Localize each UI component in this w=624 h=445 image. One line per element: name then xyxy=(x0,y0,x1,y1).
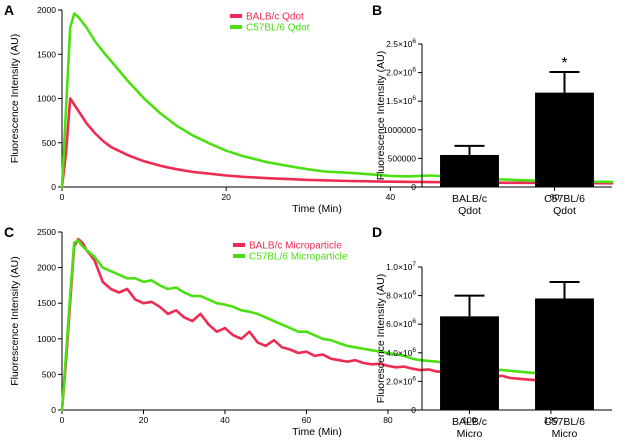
category-label-2: Qdot xyxy=(553,205,576,217)
bar-1 xyxy=(440,154,499,187)
y-tick-label: 4.0×106 xyxy=(386,347,416,358)
x-tick-label: 60 xyxy=(550,192,560,202)
category-label-1: BALB/c xyxy=(452,416,487,428)
y-tick-label: 1500 xyxy=(37,49,56,59)
y-tick-label: 0 xyxy=(51,405,56,415)
y-axis-title: Fluorescence Intensity (AU) xyxy=(9,34,21,164)
y-tick-label: 6.0×106 xyxy=(386,318,416,329)
legend-label-1: BALB/c Qdot xyxy=(246,12,304,23)
y-tick-label: 0 xyxy=(411,182,416,192)
y-axis-title: Fluorescence Intensity (AU) xyxy=(375,51,387,181)
y-tick-label: 2000 xyxy=(37,5,56,15)
y-tick-label: 1.0×107 xyxy=(386,261,416,272)
x-axis-title: Time (Min) xyxy=(292,426,342,438)
category-label-2: Micro xyxy=(552,428,578,440)
y-tick-label: 500 xyxy=(42,138,56,148)
x-tick-label: 0 xyxy=(60,415,65,425)
chart-panel-b: Fluorescence Intensity (AU) 0 500000 100000… xyxy=(375,38,612,217)
bar-2 xyxy=(535,298,594,410)
x-tick-label: 20 xyxy=(221,192,231,202)
panel-letter-d: D xyxy=(372,224,382,240)
x-tick-label: 20 xyxy=(139,415,149,425)
y-tick-label: 500 xyxy=(42,369,56,379)
x-tick-label: 60 xyxy=(302,415,312,425)
y-tick-label: 1000 xyxy=(37,94,56,104)
category-label-2: C57BL/6 xyxy=(544,416,585,428)
y-tick-label: 1000000 xyxy=(383,125,416,135)
y-tick-label: 1.5×106 xyxy=(386,95,416,106)
x-axis-title: Time (Min) xyxy=(292,203,342,215)
legend-label-2: C57BL/6 Microparticle xyxy=(249,252,348,263)
category-label-2: C57BL/6 xyxy=(544,193,585,205)
y-tick-label: 0 xyxy=(411,405,416,415)
y-tick-label: 2.0×106 xyxy=(386,375,416,386)
x-tick-label: 120 xyxy=(544,415,558,425)
bar-2 xyxy=(535,92,594,187)
series-line-1 xyxy=(60,97,614,189)
chart-panel-d: Fluorescence Intensity (AU) 0 2.0×106 4.0×1… xyxy=(375,261,612,440)
y-axis-title: Fluorescence Intensity (AU) xyxy=(9,256,21,386)
panel-letter-b: B xyxy=(372,2,382,18)
category-label-1: Qdot xyxy=(458,205,481,217)
x-tick-label: 0 xyxy=(60,192,65,202)
x-tick-label: 100 xyxy=(462,415,476,425)
category-label-1: BALB/c xyxy=(452,193,487,205)
x-tick-label: 40 xyxy=(220,415,230,425)
y-tick-label: 1000 xyxy=(37,334,56,344)
y-tick-label: 0 xyxy=(51,182,56,192)
y-tick-label: 1500 xyxy=(37,298,56,308)
significance-marker: * xyxy=(561,55,567,72)
y-tick-label: 2.0×106 xyxy=(386,67,416,78)
y-tick-label: 2500 xyxy=(37,227,56,237)
chart-panel-a: Fluorescence Intensity (AU) 0 500 1000 1500 2… xyxy=(9,5,614,215)
chart-panel-c: Fluorescence Intensity (AU)0500100015002… xyxy=(9,227,612,438)
y-tick-label: 500000 xyxy=(388,153,417,163)
category-label-1: Micro xyxy=(457,428,483,440)
x-tick-label: 40 xyxy=(386,192,396,202)
panel-letter-c: C xyxy=(4,224,14,240)
y-tick-label: 2.5×106 xyxy=(386,38,416,49)
y-tick-label: 2000 xyxy=(37,263,56,273)
panel-letter-a: A xyxy=(4,2,14,18)
legend-label-1: BALB/c Microparticle xyxy=(249,241,342,252)
y-axis-title: Fluorescence Intensity (AU) xyxy=(375,274,387,404)
y-tick-label: 8.0×106 xyxy=(386,290,416,301)
legend-label-2: C57BL/6 Qdot xyxy=(246,23,310,34)
bar-1 xyxy=(440,316,499,410)
x-tick-label: 80 xyxy=(383,415,393,425)
